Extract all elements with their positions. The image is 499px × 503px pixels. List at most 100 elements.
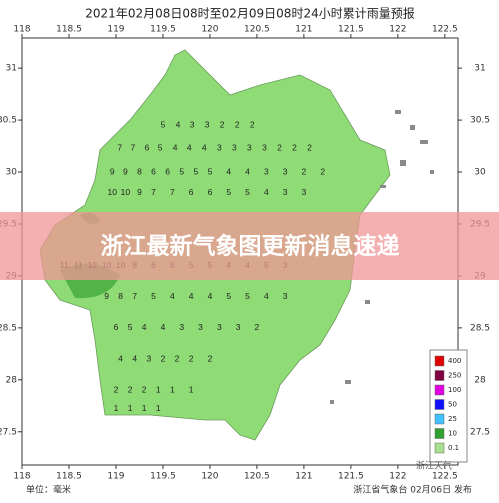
- legend-label: 50: [448, 401, 457, 409]
- station-value: 3: [264, 166, 269, 176]
- station-value: 2: [114, 384, 119, 394]
- station-value: 3: [205, 120, 210, 130]
- station-value: 2: [189, 353, 194, 363]
- station-value: 4: [245, 166, 250, 176]
- x-tick-label: 122.5: [432, 472, 458, 482]
- station-value: 1: [170, 384, 175, 394]
- station-value: 2: [208, 353, 213, 363]
- station-value: 5: [179, 166, 184, 176]
- station-value: 4: [118, 353, 123, 363]
- station-value: 5: [158, 142, 163, 152]
- issuer-label: 浙江省气象台 02月06日 发布: [353, 484, 472, 496]
- station-value: 7: [151, 187, 156, 197]
- station-value: 1: [142, 403, 147, 413]
- station-value: 9: [123, 166, 128, 176]
- station-value: 2: [250, 120, 255, 130]
- legend-swatch: [434, 428, 445, 439]
- station-value: 3: [217, 142, 222, 152]
- x-tick-label: 118.5: [56, 25, 82, 35]
- banner-band: [0, 212, 499, 280]
- station-value: 2: [128, 384, 133, 394]
- x-tick-label: 121: [295, 472, 312, 482]
- x-tick-label: 120: [201, 25, 218, 35]
- station-value: 4: [189, 291, 194, 301]
- legend-swatch: [434, 413, 445, 425]
- station-value: 4: [142, 322, 147, 332]
- y-tick-label: 27.5: [470, 427, 490, 437]
- legend-swatch: [434, 355, 445, 367]
- x-tick-label: 122: [389, 472, 406, 482]
- y-tick-label: 27.5: [0, 427, 17, 437]
- y-tick-label: 28: [474, 375, 486, 385]
- station-value: 10: [121, 187, 131, 197]
- station-value: 2: [292, 142, 297, 152]
- station-value: 4: [208, 291, 213, 301]
- x-tick-label: 118: [13, 472, 30, 482]
- station-value: 1: [156, 403, 161, 413]
- station-value: 5: [245, 187, 250, 197]
- station-value: 4: [161, 322, 166, 332]
- station-value: 5: [151, 291, 156, 301]
- station-value: 4: [264, 187, 269, 197]
- station-value: 5: [208, 166, 213, 176]
- station-value: 4: [132, 353, 137, 363]
- legend-label: 250: [448, 372, 461, 380]
- station-value: 3: [190, 120, 195, 130]
- station-value: 3: [262, 142, 267, 152]
- y-tick-label: 28.5: [470, 323, 490, 333]
- legend-label: 0.1: [448, 444, 459, 452]
- station-value: 3: [283, 166, 288, 176]
- x-tick-label: 119: [107, 472, 124, 482]
- station-value: 3: [247, 142, 252, 152]
- station-value: 2: [161, 353, 166, 363]
- x-tick-label: 120: [201, 472, 218, 482]
- station-value: 10: [107, 187, 117, 197]
- x-tick-label: 122.5: [432, 25, 458, 35]
- x-tick-label: 122: [389, 25, 406, 35]
- station-value: 4: [173, 142, 178, 152]
- station-value: 3: [179, 322, 184, 332]
- station-value: 3: [283, 291, 288, 301]
- station-value: 3: [198, 322, 203, 332]
- y-tick-label: 28.5: [0, 323, 17, 333]
- station-value: 4: [176, 120, 181, 130]
- map-title: 2021年02月08日08时至02月09日08时24小时累计雨量预报: [85, 6, 414, 21]
- legend-swatch: [434, 442, 445, 454]
- station-value: 3: [302, 187, 307, 197]
- legend-swatch: [434, 370, 445, 381]
- station-value: 2: [307, 142, 312, 152]
- station-value: 3: [217, 322, 222, 332]
- y-tick-label: 30.5: [470, 116, 490, 126]
- station-value: 2: [277, 142, 282, 152]
- station-value: 4: [226, 166, 231, 176]
- station-value: 5: [128, 322, 133, 332]
- x-tick-label: 118.5: [56, 472, 82, 482]
- station-value: 6: [208, 187, 213, 197]
- x-tick-label: 120.5: [244, 472, 270, 482]
- station-value: 2: [142, 384, 147, 394]
- station-value: 5: [193, 166, 198, 176]
- station-value: 7: [132, 291, 137, 301]
- unit-label: 单位：毫米: [26, 484, 71, 496]
- station-value: 7: [170, 187, 175, 197]
- legend-label: 25: [448, 415, 457, 423]
- station-value: 9: [137, 187, 142, 197]
- legend-swatch: [434, 399, 445, 410]
- y-tick-label: 28: [6, 375, 18, 385]
- station-value: 4: [187, 142, 192, 152]
- y-tick-label: 30: [474, 168, 486, 178]
- station-value: 8: [118, 291, 123, 301]
- station-value: 2: [235, 120, 240, 130]
- station-value: 4: [202, 142, 207, 152]
- station-value: 3: [236, 322, 241, 332]
- station-value: 1: [156, 384, 161, 394]
- station-value: 5: [245, 291, 250, 301]
- x-tick-label: 121.5: [338, 25, 364, 35]
- station-value: 6: [189, 187, 194, 197]
- station-value: 2: [255, 322, 260, 332]
- station-value: 9: [110, 166, 115, 176]
- x-tick-label: 119.5: [150, 472, 176, 482]
- station-value: 9: [104, 291, 109, 301]
- legend-label: 10: [448, 430, 457, 438]
